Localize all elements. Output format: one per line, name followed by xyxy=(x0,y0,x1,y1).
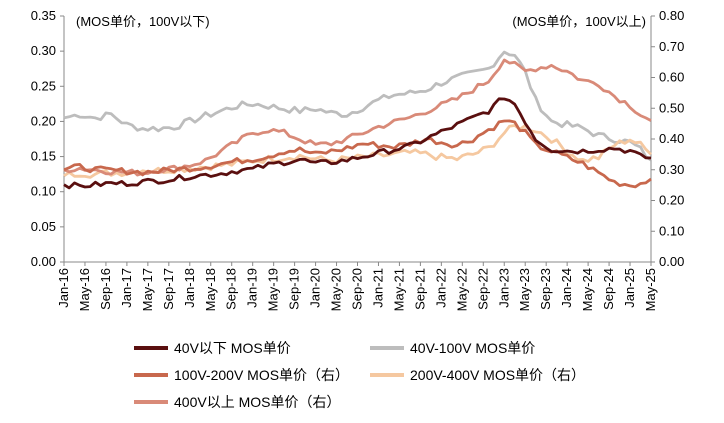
right-axis-note: (MOS单价，100V以上) xyxy=(512,14,646,29)
right-tick-label: 0.60 xyxy=(659,70,684,85)
x-tick-label: Jan-22 xyxy=(433,268,448,308)
x-tick-label: May-18 xyxy=(203,268,218,311)
right-tick-label: 0.10 xyxy=(659,223,684,238)
left-axis-note: (MOS单价，100V以下) xyxy=(76,14,210,29)
right-tick-label: 0.20 xyxy=(659,193,684,208)
right-tick-label: 0.70 xyxy=(659,39,684,54)
series-line-1 xyxy=(63,50,652,162)
x-tick-label: Sep-23 xyxy=(538,268,553,310)
x-tick-label: Jan-25 xyxy=(622,268,637,308)
left-axis: 0.00 0.05 0.10 0.15 0.20 0.25 0.30 0.35 xyxy=(31,8,65,269)
x-tick-label: May-19 xyxy=(266,268,281,311)
right-tick-label: 0.50 xyxy=(659,100,684,115)
x-tick-label: Sep-20 xyxy=(350,268,365,310)
x-tick-label: May-17 xyxy=(140,268,155,311)
right-tick-label: 0.80 xyxy=(659,8,684,23)
x-tick-label: Jan-18 xyxy=(182,268,197,308)
right-tick-label: 0.00 xyxy=(659,254,684,269)
left-tick-label: 0.30 xyxy=(31,43,56,58)
x-tick-label: May-25 xyxy=(643,268,658,311)
x-tick-label: May-20 xyxy=(329,268,344,311)
series-layer xyxy=(63,50,652,190)
x-tick-label: May-24 xyxy=(580,268,595,311)
x-tick-label: Sep-17 xyxy=(161,268,176,310)
x-tick-label: Jan-17 xyxy=(119,268,134,308)
x-tick-label: May-23 xyxy=(517,268,532,311)
left-tick-label: 0.00 xyxy=(31,254,56,269)
left-tick-label: 0.15 xyxy=(31,149,56,164)
x-tick-label: Sep-21 xyxy=(412,268,427,310)
x-tick-label: May-16 xyxy=(77,268,92,311)
series-line-0 xyxy=(63,97,652,190)
x-tick-label: Jan-20 xyxy=(308,268,323,308)
left-tick-label: 0.05 xyxy=(31,219,56,234)
left-tick-label: 0.20 xyxy=(31,113,56,128)
x-tick-label: Sep-16 xyxy=(98,268,113,310)
left-tick-label: 0.25 xyxy=(31,78,56,93)
x-tick-label: Jan-19 xyxy=(245,268,260,308)
x-tick-label: Sep-24 xyxy=(601,268,616,310)
x-tick-label: Jan-16 xyxy=(56,268,71,308)
x-tick-label: Sep-22 xyxy=(475,268,490,310)
x-tick-label: Jan-24 xyxy=(559,268,574,308)
right-axis: 0.00 0.10 0.20 0.30 0.40 0.50 0.60 0.70 0.80 xyxy=(650,8,684,269)
right-tick-label: 0.30 xyxy=(659,162,684,177)
x-tick-label: Jan-21 xyxy=(370,268,385,308)
x-tick-label: Jan-23 xyxy=(496,268,511,308)
left-tick-label: 0.10 xyxy=(31,184,56,199)
left-tick-label: 0.35 xyxy=(31,8,56,23)
x-tick-label: May-22 xyxy=(454,268,469,311)
right-tick-label: 0.40 xyxy=(659,131,684,146)
series-line-4 xyxy=(63,58,652,177)
x-axis: Jan-16 May-16 Sep-16 Jan-17 May-17 Sep-17 Jan-… xyxy=(56,261,658,311)
x-tick-label: Sep-19 xyxy=(287,268,302,310)
x-tick-label: Sep-18 xyxy=(224,268,239,310)
x-tick-label: May-21 xyxy=(391,268,406,311)
